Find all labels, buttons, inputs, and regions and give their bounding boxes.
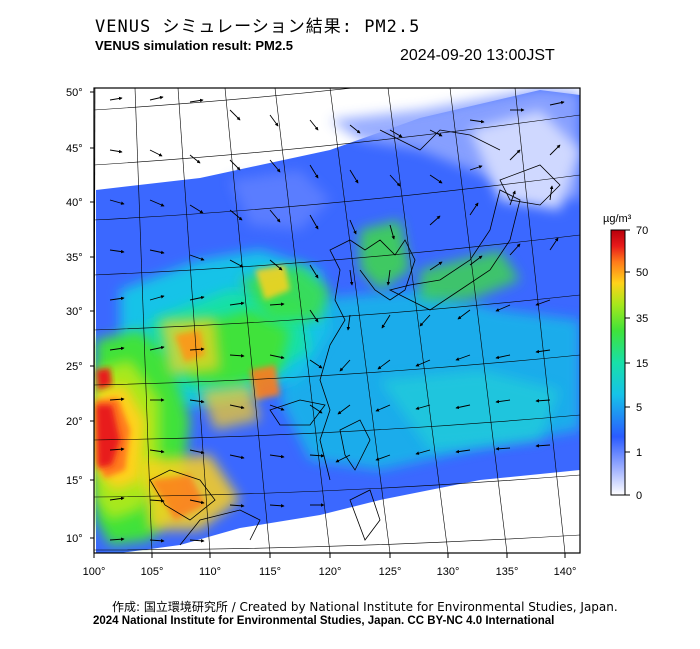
lon-label-130: 130° [437, 566, 460, 578]
colorbar-tick-50: 50 [636, 267, 648, 279]
lon-label-120: 120° [319, 566, 342, 578]
lon-label-105: 105° [141, 566, 164, 578]
lat-label-30: 30° [66, 306, 83, 318]
lon-label-100: 100° [83, 566, 106, 578]
pm25-map: 50° 45° 40° 35° 30° 25° 20° 15° 10° 100°… [66, 87, 648, 578]
colorbar-unit: µg/m³ [603, 213, 632, 225]
lat-label-40: 40° [66, 197, 83, 209]
lon-label-140: 140° [554, 566, 577, 578]
colorbar-tick-35: 35 [636, 313, 648, 325]
concentration-field [96, 88, 580, 553]
colorbar-tick-70: 70 [636, 225, 648, 237]
map-frame [93, 87, 581, 554]
colorbar-tick-15: 15 [636, 358, 648, 370]
lat-label-35: 35° [66, 252, 83, 264]
lat-label-10: 10° [66, 533, 83, 545]
colorbar-tick-0: 0 [636, 490, 642, 502]
lon-label-125: 125° [379, 566, 402, 578]
lon-label-115: 115° [259, 566, 281, 578]
longitude-axis: 100° 105° 110° 115° 120° 125° 130° 135° … [83, 553, 577, 578]
colorbar-tick-5: 5 [636, 402, 642, 414]
title-english: VENUS simulation result: PM2.5 [95, 38, 293, 53]
wind-vectors [109, 95, 565, 543]
coastlines [149, 129, 561, 546]
lat-label-25: 25° [66, 361, 83, 373]
credit-line: 作成: 国立環境研究所 / Created by National Instit… [112, 600, 618, 614]
lat-label-20: 20° [66, 416, 83, 428]
latitude-axis: 50° 45° 40° 35° 30° 25° 20° 15° 10° [66, 87, 94, 545]
lat-label-15: 15° [66, 475, 83, 487]
lat-label-45: 45° [66, 143, 83, 155]
copyright-line: 2024 National Institute for Environmenta… [93, 615, 555, 627]
colorbar-tick-1: 1 [636, 447, 642, 459]
lat-label-50: 50° [66, 87, 83, 99]
colorbar-gradient [610, 229, 626, 496]
colorbar: µg/m³ 70 50 35 15 5 1 0 [603, 213, 648, 502]
lon-label-110: 110° [199, 566, 221, 578]
timestamp: 2024-09-20 13:00JST [400, 47, 555, 64]
graticule [94, 88, 580, 553]
lon-label-135: 135° [496, 566, 519, 578]
title-japanese: VENUS シミュレーション結果: PM2.5 [95, 17, 421, 37]
